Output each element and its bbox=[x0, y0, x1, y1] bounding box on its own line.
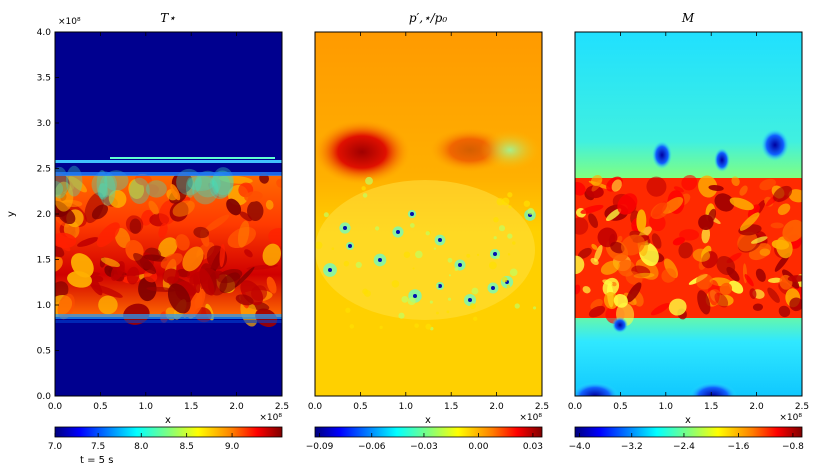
colorbar-tick-label: −0.06 bbox=[358, 442, 386, 452]
y-tick-label: 0.0 bbox=[37, 392, 52, 402]
y-tick-label: 3.0 bbox=[37, 119, 52, 129]
x-tick-label: 0.5 bbox=[353, 402, 367, 412]
mach-field-image bbox=[575, 32, 802, 396]
x-tick-label: 2.5 bbox=[275, 402, 289, 412]
pressure-colorbar: −0.09 −0.06 −0.03 0.00 0.03 bbox=[306, 426, 543, 452]
colorbar-tick-label: −1.6 bbox=[728, 442, 750, 452]
colorbar-tick-label: 0.03 bbox=[523, 442, 543, 452]
pressure-x-label: x bbox=[425, 415, 431, 426]
pressure-panel: 0.0 0.5 1.0 1.5 2.0 2.5 p′,⋆/p₀ x ×10⁸ −0.09−… bbox=[306, 11, 549, 452]
x-tick-label: 2.5 bbox=[795, 402, 809, 412]
colorbar-tick-label: 0.00 bbox=[468, 442, 488, 452]
x-tick-label: 2.5 bbox=[535, 402, 549, 412]
x-tick-label: 1.5 bbox=[444, 402, 458, 412]
temperature-x-offset: ×10⁸ bbox=[259, 413, 282, 423]
colorbar-tick-label: −3.2 bbox=[621, 442, 643, 452]
temperature-x-label: x bbox=[165, 415, 171, 426]
x-tick-label: 1.0 bbox=[399, 402, 414, 412]
temperature-panel: 0.0 0.5 1.0 1.5 2.0 2.5 0.0 0.5 1.0 1.5 2.0 2.5 3.0 3… bbox=[6, 11, 289, 466]
colorbar-tick-label: −4.0 bbox=[569, 442, 591, 452]
time-label: t = 5 s bbox=[80, 455, 113, 466]
temperature-colorbar: 7.0 7.5 8.0 8.5 9.0 bbox=[48, 426, 283, 452]
colorbar-tick-label: −2.4 bbox=[673, 442, 695, 452]
colorbar-tick-label: −0.8 bbox=[782, 442, 804, 452]
x-tick-label: 2.0 bbox=[229, 402, 244, 412]
temperature-title: T⋆ bbox=[160, 11, 176, 25]
x-tick-label: 0.5 bbox=[613, 402, 627, 412]
mach-panel: 0.0 0.5 1.0 1.5 2.0 2.5 M x ×10⁸ −4.0 −3.2 −2.4… bbox=[568, 11, 809, 452]
colorbar-tick-label: 9.0 bbox=[225, 442, 240, 452]
colorbar-tick-label: 7.0 bbox=[48, 442, 63, 452]
x-tick-label: 2.0 bbox=[489, 402, 504, 412]
mach-colorbar: −4.0 −3.2 −2.4 −1.6 −0.8 bbox=[569, 426, 804, 452]
x-tick-label: 0.0 bbox=[48, 402, 63, 412]
x-tick-label: 0.0 bbox=[308, 402, 323, 412]
colorbar-tick-label: −0.09 bbox=[306, 442, 334, 452]
temperature-field-image bbox=[55, 32, 282, 396]
mach-x-label: x bbox=[685, 415, 691, 426]
colorbar-tick-label: 8.5 bbox=[179, 442, 193, 452]
y-tick-label: 1.5 bbox=[37, 256, 51, 266]
y-tick-label: 4.0 bbox=[37, 28, 52, 38]
y-tick-label: 3.5 bbox=[37, 74, 51, 84]
colorbar-tick-label: −0.03 bbox=[410, 442, 438, 452]
y-axis-label: y bbox=[6, 211, 17, 217]
x-tick-label: 0.0 bbox=[568, 402, 583, 412]
x-tick-label: 2.0 bbox=[749, 402, 764, 412]
y-tick-label: 2.0 bbox=[37, 210, 52, 220]
x-tick-label: 1.0 bbox=[659, 402, 674, 412]
colorbar-tick-label: 7.5 bbox=[91, 442, 105, 452]
y-tick-label: 2.5 bbox=[37, 165, 51, 175]
y-tick-label: 1.0 bbox=[37, 301, 52, 311]
x-tick-label: 1.0 bbox=[139, 402, 154, 412]
x-tick-label: 1.5 bbox=[184, 402, 198, 412]
mach-title: M bbox=[681, 11, 695, 25]
pressure-x-offset: ×10⁸ bbox=[519, 413, 542, 423]
x-tick-label: 1.5 bbox=[704, 402, 718, 412]
y-tick-label: 0.5 bbox=[37, 347, 51, 357]
pressure-title: p′,⋆/p₀ bbox=[409, 11, 447, 25]
y-axis-offset: ×10⁸ bbox=[58, 17, 81, 27]
colorbar-tick-label: 8.0 bbox=[134, 442, 149, 452]
pressure-field-image bbox=[315, 32, 542, 396]
x-tick-label: 0.5 bbox=[93, 402, 107, 412]
mach-x-offset: ×10⁸ bbox=[779, 413, 802, 423]
